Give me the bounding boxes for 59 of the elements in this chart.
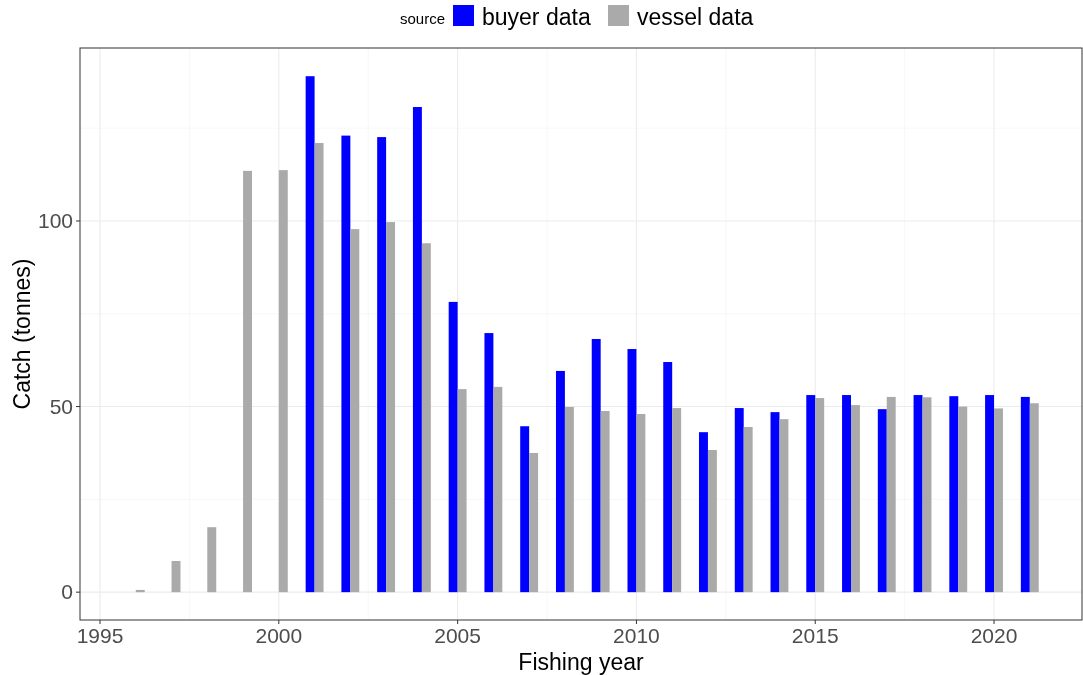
bar — [529, 452, 539, 593]
bar — [636, 413, 646, 593]
legend-label: vessel data — [637, 4, 754, 30]
y-axis-title: Catch (tonnes) — [9, 258, 35, 410]
bar — [314, 143, 324, 593]
bar — [421, 243, 431, 593]
bar — [243, 170, 253, 593]
bar — [1029, 403, 1039, 593]
bar — [457, 389, 467, 593]
bar — [448, 301, 458, 593]
bar — [994, 408, 1003, 593]
bar — [627, 349, 637, 593]
x-tick-label: 2010 — [613, 624, 660, 647]
bar — [412, 107, 422, 593]
bar — [564, 406, 574, 593]
bar — [278, 170, 288, 593]
bar — [555, 370, 565, 593]
bar — [949, 396, 959, 593]
bar — [886, 396, 896, 593]
bar — [663, 362, 673, 593]
bar — [699, 432, 708, 593]
bar — [779, 419, 789, 593]
bar — [734, 408, 744, 593]
bar — [842, 395, 851, 593]
x-tick-label: 2020 — [970, 624, 1018, 647]
bar — [520, 426, 530, 593]
bar — [985, 395, 995, 593]
bar — [386, 222, 396, 593]
y-tick-label: 50 — [49, 394, 73, 418]
bar — [958, 406, 968, 593]
bar — [815, 398, 825, 593]
x-tick-label: 2005 — [434, 624, 481, 647]
x-tick-label: 1995 — [76, 624, 124, 647]
x-tick-label: 2000 — [255, 624, 303, 647]
bar — [377, 137, 387, 593]
bar — [922, 397, 932, 593]
bar — [135, 589, 145, 593]
bar — [1020, 396, 1030, 593]
bar — [600, 411, 610, 593]
y-tick-label: 0 — [61, 580, 73, 604]
bar — [877, 409, 887, 593]
bar — [207, 527, 217, 593]
bar — [493, 386, 503, 593]
bar — [350, 229, 360, 593]
bar — [672, 408, 682, 593]
bar — [850, 405, 860, 593]
bar — [707, 450, 717, 593]
bar — [305, 76, 315, 593]
legend-label: buyer data — [482, 4, 591, 30]
bar — [341, 135, 351, 593]
x-tick-label: 2015 — [791, 624, 839, 647]
x-axis-title: Fishing year — [518, 649, 644, 675]
bar — [913, 395, 923, 593]
legend-title: source — [400, 10, 446, 27]
y-tick-label: 100 — [37, 208, 73, 232]
bar — [806, 395, 816, 593]
bar — [484, 333, 494, 593]
bar — [591, 339, 601, 593]
bar — [743, 426, 753, 593]
